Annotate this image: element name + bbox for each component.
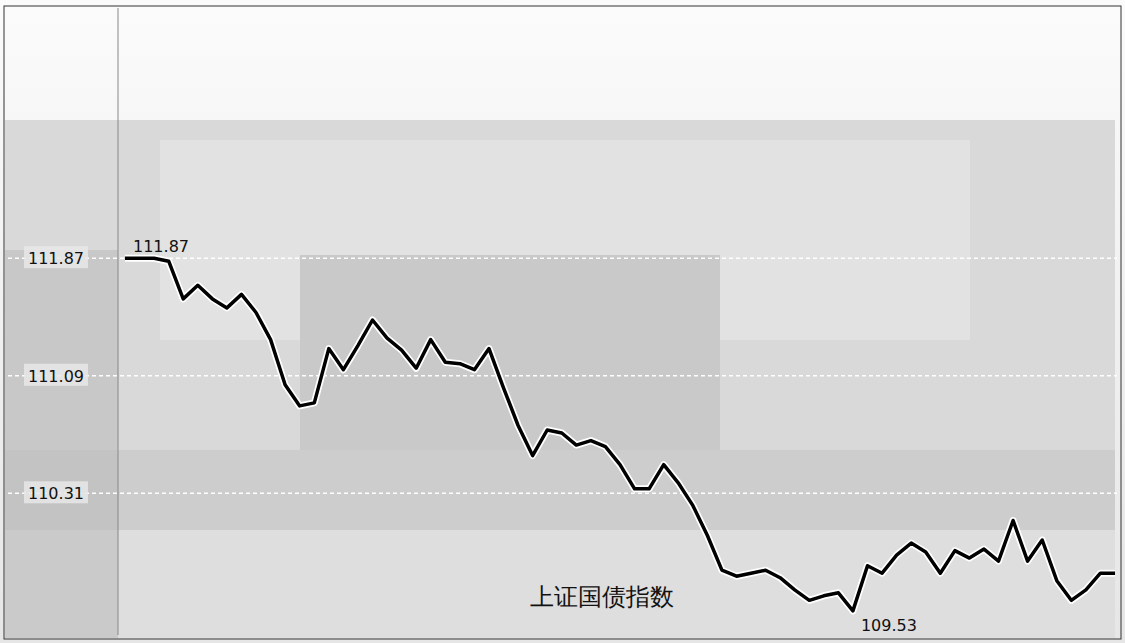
tick-label-bg (24, 364, 88, 386)
grid-line (8, 375, 1117, 377)
annotation: 109.53 (861, 616, 917, 635)
plot-area (125, 258, 1115, 611)
tick-label: 111.09 (28, 367, 84, 386)
grid-line (8, 257, 1117, 259)
grid-line (8, 493, 1117, 495)
line (125, 258, 1115, 611)
line-halo (125, 258, 1115, 611)
title: 上证国债指数 (530, 583, 674, 611)
y-axis (118, 8, 119, 635)
left-panel (5, 250, 118, 638)
frame (4, 6, 1121, 639)
fence (5, 450, 1115, 530)
tick-label: 111.87 (28, 249, 84, 268)
tick-label-bg (24, 246, 88, 268)
annotation: 111.87 (133, 237, 189, 256)
tick-label: 110.31 (28, 484, 84, 503)
chart: 110.31 111.09 111.87 111.87 109.53 上证国债指数 (0, 0, 1125, 643)
ground (5, 530, 1115, 638)
tick-label-bg (24, 481, 88, 503)
background (0, 0, 1125, 643)
